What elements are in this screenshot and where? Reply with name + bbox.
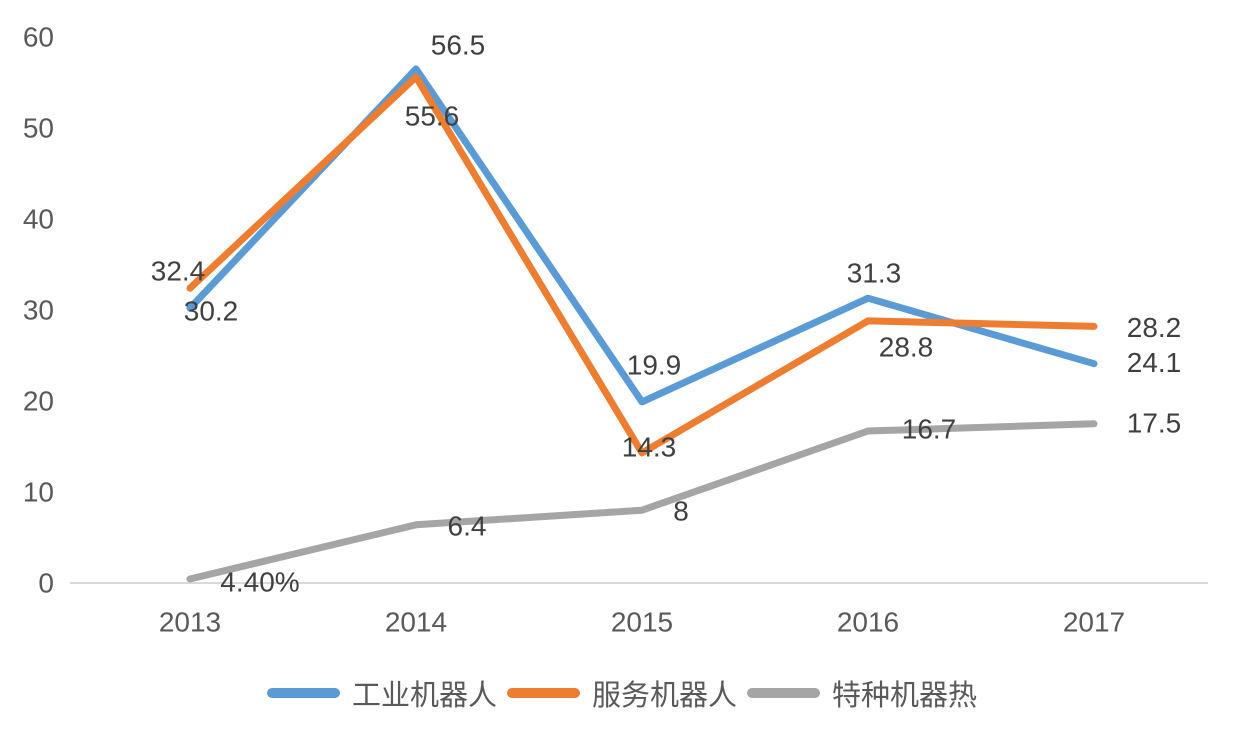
data-label: 14.3 [622,431,677,462]
y-axis-tick-label: 50 [23,113,54,144]
data-label: 6.4 [448,510,487,541]
y-axis-tick-label: 10 [23,477,54,508]
legend-item-industrial-robot: 工业机器人 [266,672,497,714]
data-label: 19.9 [627,349,682,380]
y-axis-tick-label: 30 [23,295,54,326]
y-axis-tick-label: 40 [23,204,54,235]
legend-label: 工业机器人 [351,680,497,712]
legend-swatch-line [506,688,580,698]
x-axis-label: 2015 [611,607,673,638]
data-label: 30.2 [184,296,239,327]
series-line [186,420,1098,583]
x-axis-label: 2016 [837,607,899,638]
x-axis-label: 2014 [385,607,447,638]
data-label: 28.2 [1127,312,1182,343]
x-axis-label: 2017 [1063,607,1125,638]
legend-item-special-robot: 特种机器热 [747,672,977,714]
legend-item-service-robot: 服务机器人 [506,672,737,714]
chart-legend: 工业机器人 服务机器人 特种机器热 [0,672,1244,714]
data-label: 31.3 [847,258,902,289]
data-label: 28.8 [879,331,934,362]
data-label: 56.5 [431,29,486,60]
x-axis-label: 2013 [159,607,221,638]
legend-swatch-line [266,688,340,698]
legend-label: 特种机器热 [832,680,978,712]
data-label: 24.1 [1127,347,1182,378]
data-label: 8 [673,496,689,527]
y-axis-tick-label: 60 [23,22,54,53]
data-label: 4.40% [220,566,299,597]
y-axis-tick-label: 0 [38,568,54,599]
y-axis-tick-label: 20 [23,386,54,417]
series-line [186,73,1098,457]
data-label: 55.6 [405,101,460,132]
data-label: 17.5 [1127,407,1182,438]
legend-label: 服务机器人 [591,680,737,712]
data-label: 32.4 [151,256,206,287]
data-label: 16.7 [902,414,957,445]
legend-swatch-line [747,688,820,698]
